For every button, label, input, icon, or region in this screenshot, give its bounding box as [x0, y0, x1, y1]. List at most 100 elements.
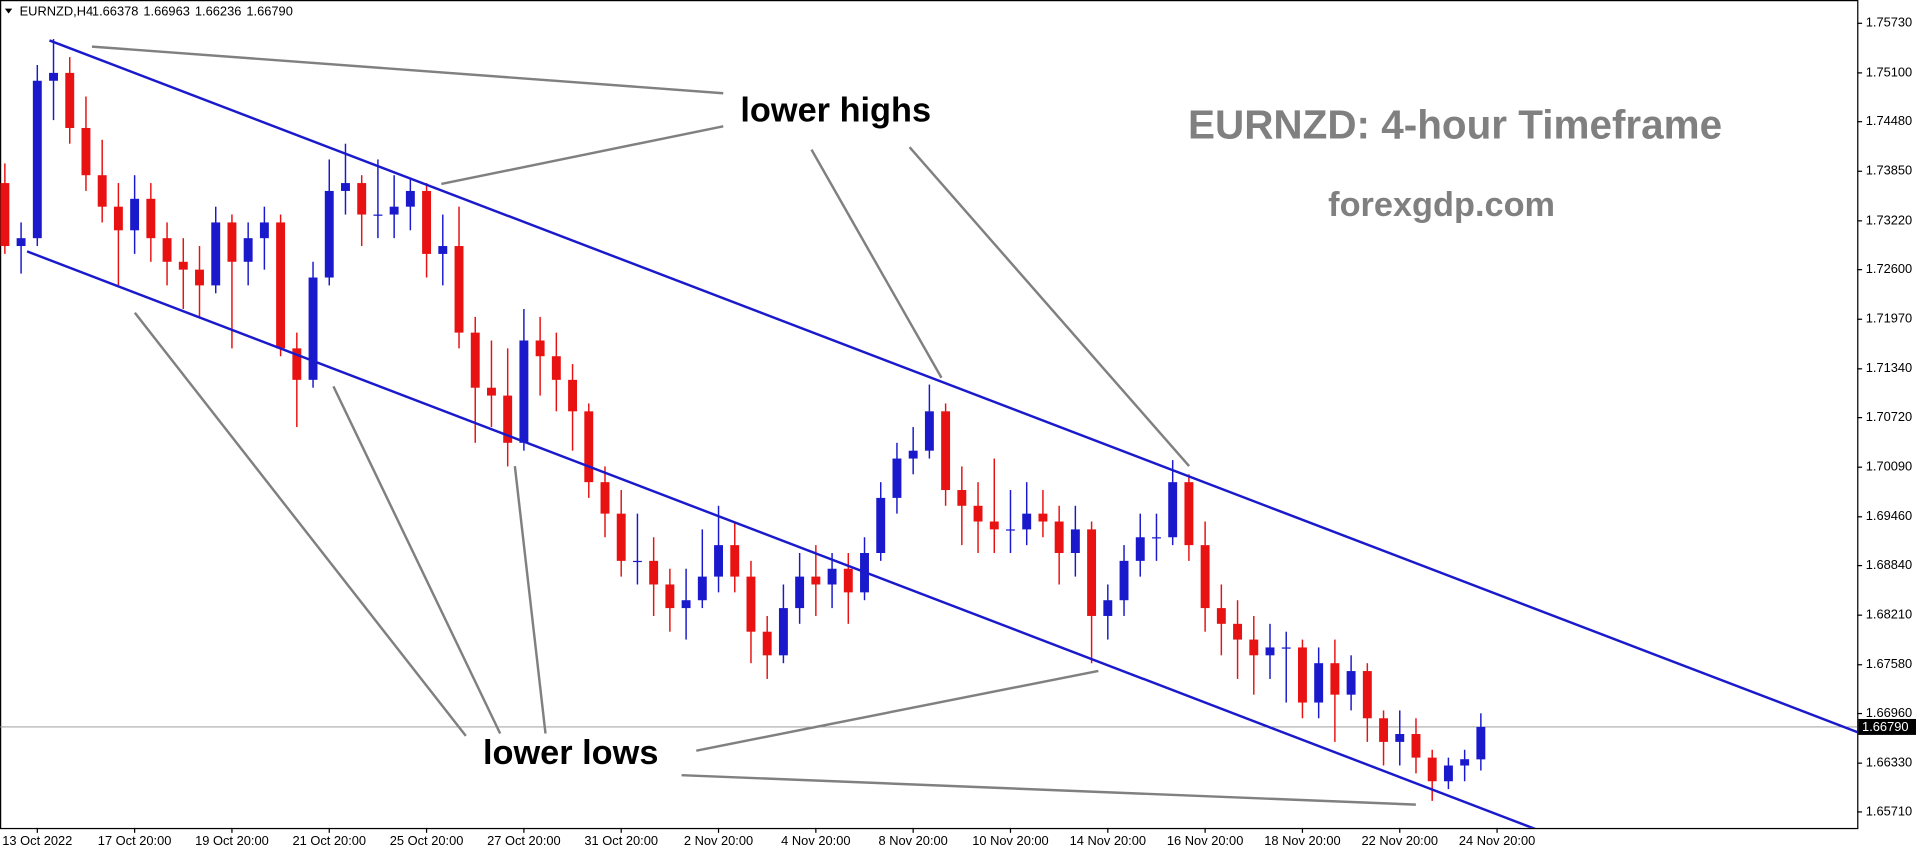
- chart-title: EURNZD: 4-hour Timeframe: [1188, 102, 1722, 148]
- candle-body: [1346, 671, 1356, 695]
- candle-body: [1087, 529, 1097, 616]
- candle-body: [49, 72, 58, 81]
- candle-body: [1265, 647, 1275, 656]
- arrows: [91, 45, 1416, 806]
- candle-body: [632, 560, 642, 563]
- candle-body: [1297, 647, 1307, 703]
- candle-body: [32, 80, 42, 239]
- candle-body: [341, 183, 350, 191]
- candle-body: [438, 246, 448, 254]
- x-tick-label: 24 Nov 20:00: [1459, 833, 1535, 848]
- y-tick-label: 1.68210: [1866, 607, 1912, 622]
- candle-body: [1249, 639, 1259, 656]
- candle-body: [843, 568, 853, 593]
- arrow: [441, 125, 724, 186]
- last-price-box: [1858, 718, 1916, 735]
- candle-body: [762, 631, 772, 656]
- candle-body: [276, 222, 286, 349]
- candle-body: [373, 214, 383, 216]
- x-tick-label: 14 Nov 20:00: [1070, 833, 1146, 848]
- header-open: 1.66378: [92, 4, 138, 19]
- y-tick-label: 1.69460: [1866, 508, 1912, 523]
- y-tick-label: 1.71970: [1866, 311, 1912, 326]
- candle-body: [1200, 545, 1210, 609]
- arrow: [696, 669, 1099, 752]
- candle-body: [1168, 482, 1178, 538]
- candle-body: [649, 560, 659, 585]
- candle-body: [746, 576, 756, 632]
- y-tick-label: 1.71340: [1866, 360, 1912, 375]
- x-tick-label: 10 Nov 20:00: [972, 833, 1048, 848]
- candle-body: [1070, 529, 1080, 553]
- y-tick-label: 1.75100: [1866, 64, 1912, 79]
- candle-body: [876, 497, 886, 553]
- candle-body: [1411, 734, 1421, 758]
- candle-body: [195, 269, 204, 286]
- arrow: [332, 385, 502, 735]
- y-tick-label: 1.74480: [1866, 113, 1912, 128]
- candle-body: [357, 183, 367, 215]
- trendline: [49, 39, 1858, 734]
- candle-body: [568, 379, 578, 412]
- candle-body: [778, 608, 788, 656]
- candle-body: [97, 175, 107, 207]
- candle-body: [730, 545, 740, 577]
- candle-body: [924, 411, 934, 451]
- y-tick-label: 1.66960: [1866, 705, 1912, 720]
- candle-body: [1314, 663, 1324, 703]
- candle-body: [519, 340, 529, 443]
- chart-subtitle: forexgdp.com: [1328, 186, 1555, 224]
- candle-body: [665, 584, 675, 609]
- y-tick-label: 1.72600: [1866, 261, 1912, 276]
- candle-body: [697, 576, 707, 601]
- candle-body: [1054, 521, 1064, 553]
- x-tick-label: 25 Oct 20:00: [390, 833, 464, 848]
- candle-body: [1022, 513, 1032, 530]
- candle-body: [259, 222, 269, 239]
- candle-body: [535, 340, 545, 357]
- candle-body: [1216, 608, 1226, 624]
- candle-body: [0, 183, 10, 247]
- x-tick-label: 22 Nov 20:00: [1362, 833, 1438, 848]
- candle-body: [308, 277, 318, 380]
- y-tick-label: 1.75730: [1866, 15, 1912, 30]
- candle-body: [1443, 765, 1453, 782]
- candle-body: [600, 482, 610, 514]
- candle-body: [486, 387, 496, 396]
- arrow: [91, 45, 724, 95]
- candle-body: [470, 332, 480, 388]
- x-tick-label: 31 Oct 20:00: [584, 833, 658, 848]
- candle-body: [941, 411, 951, 491]
- candle-body: [584, 411, 594, 483]
- candle-body: [146, 198, 156, 239]
- symbol: EURNZD,H4: [20, 4, 94, 19]
- trendline: [26, 250, 1536, 828]
- candle-body: [454, 246, 464, 333]
- candle-body: [81, 127, 91, 176]
- candle-body: [1184, 482, 1194, 546]
- header-low: 1.66236: [195, 4, 241, 19]
- candle-body: [811, 576, 821, 585]
- arrow: [810, 149, 943, 379]
- candle-body: [65, 72, 75, 128]
- candle-body: [795, 576, 805, 609]
- x-tick-label: 27 Oct 20:00: [487, 833, 561, 848]
- y-tick-label: 1.73220: [1866, 212, 1912, 227]
- candle-body: [1379, 718, 1389, 742]
- x-tick-label: 19 Oct 20:00: [195, 833, 269, 848]
- y-tick-label: 1.70090: [1866, 459, 1912, 474]
- x-tick-label: 4 Nov 20:00: [781, 833, 850, 848]
- y-tick-label: 1.68840: [1866, 557, 1912, 572]
- plot-area: [0, 39, 1858, 828]
- candle-body: [227, 222, 237, 262]
- candle-body: [389, 206, 399, 215]
- y-tick-label: 1.70720: [1866, 409, 1912, 424]
- arrow: [908, 146, 1190, 467]
- candle-body: [130, 198, 140, 231]
- x-tick-label: 17 Oct 20:00: [98, 833, 172, 848]
- candle-body: [1395, 734, 1405, 742]
- candle-body: [1135, 537, 1145, 561]
- y-tick-label: 1.67580: [1866, 656, 1912, 671]
- candle-body: [957, 490, 967, 506]
- candle-body: [681, 600, 691, 609]
